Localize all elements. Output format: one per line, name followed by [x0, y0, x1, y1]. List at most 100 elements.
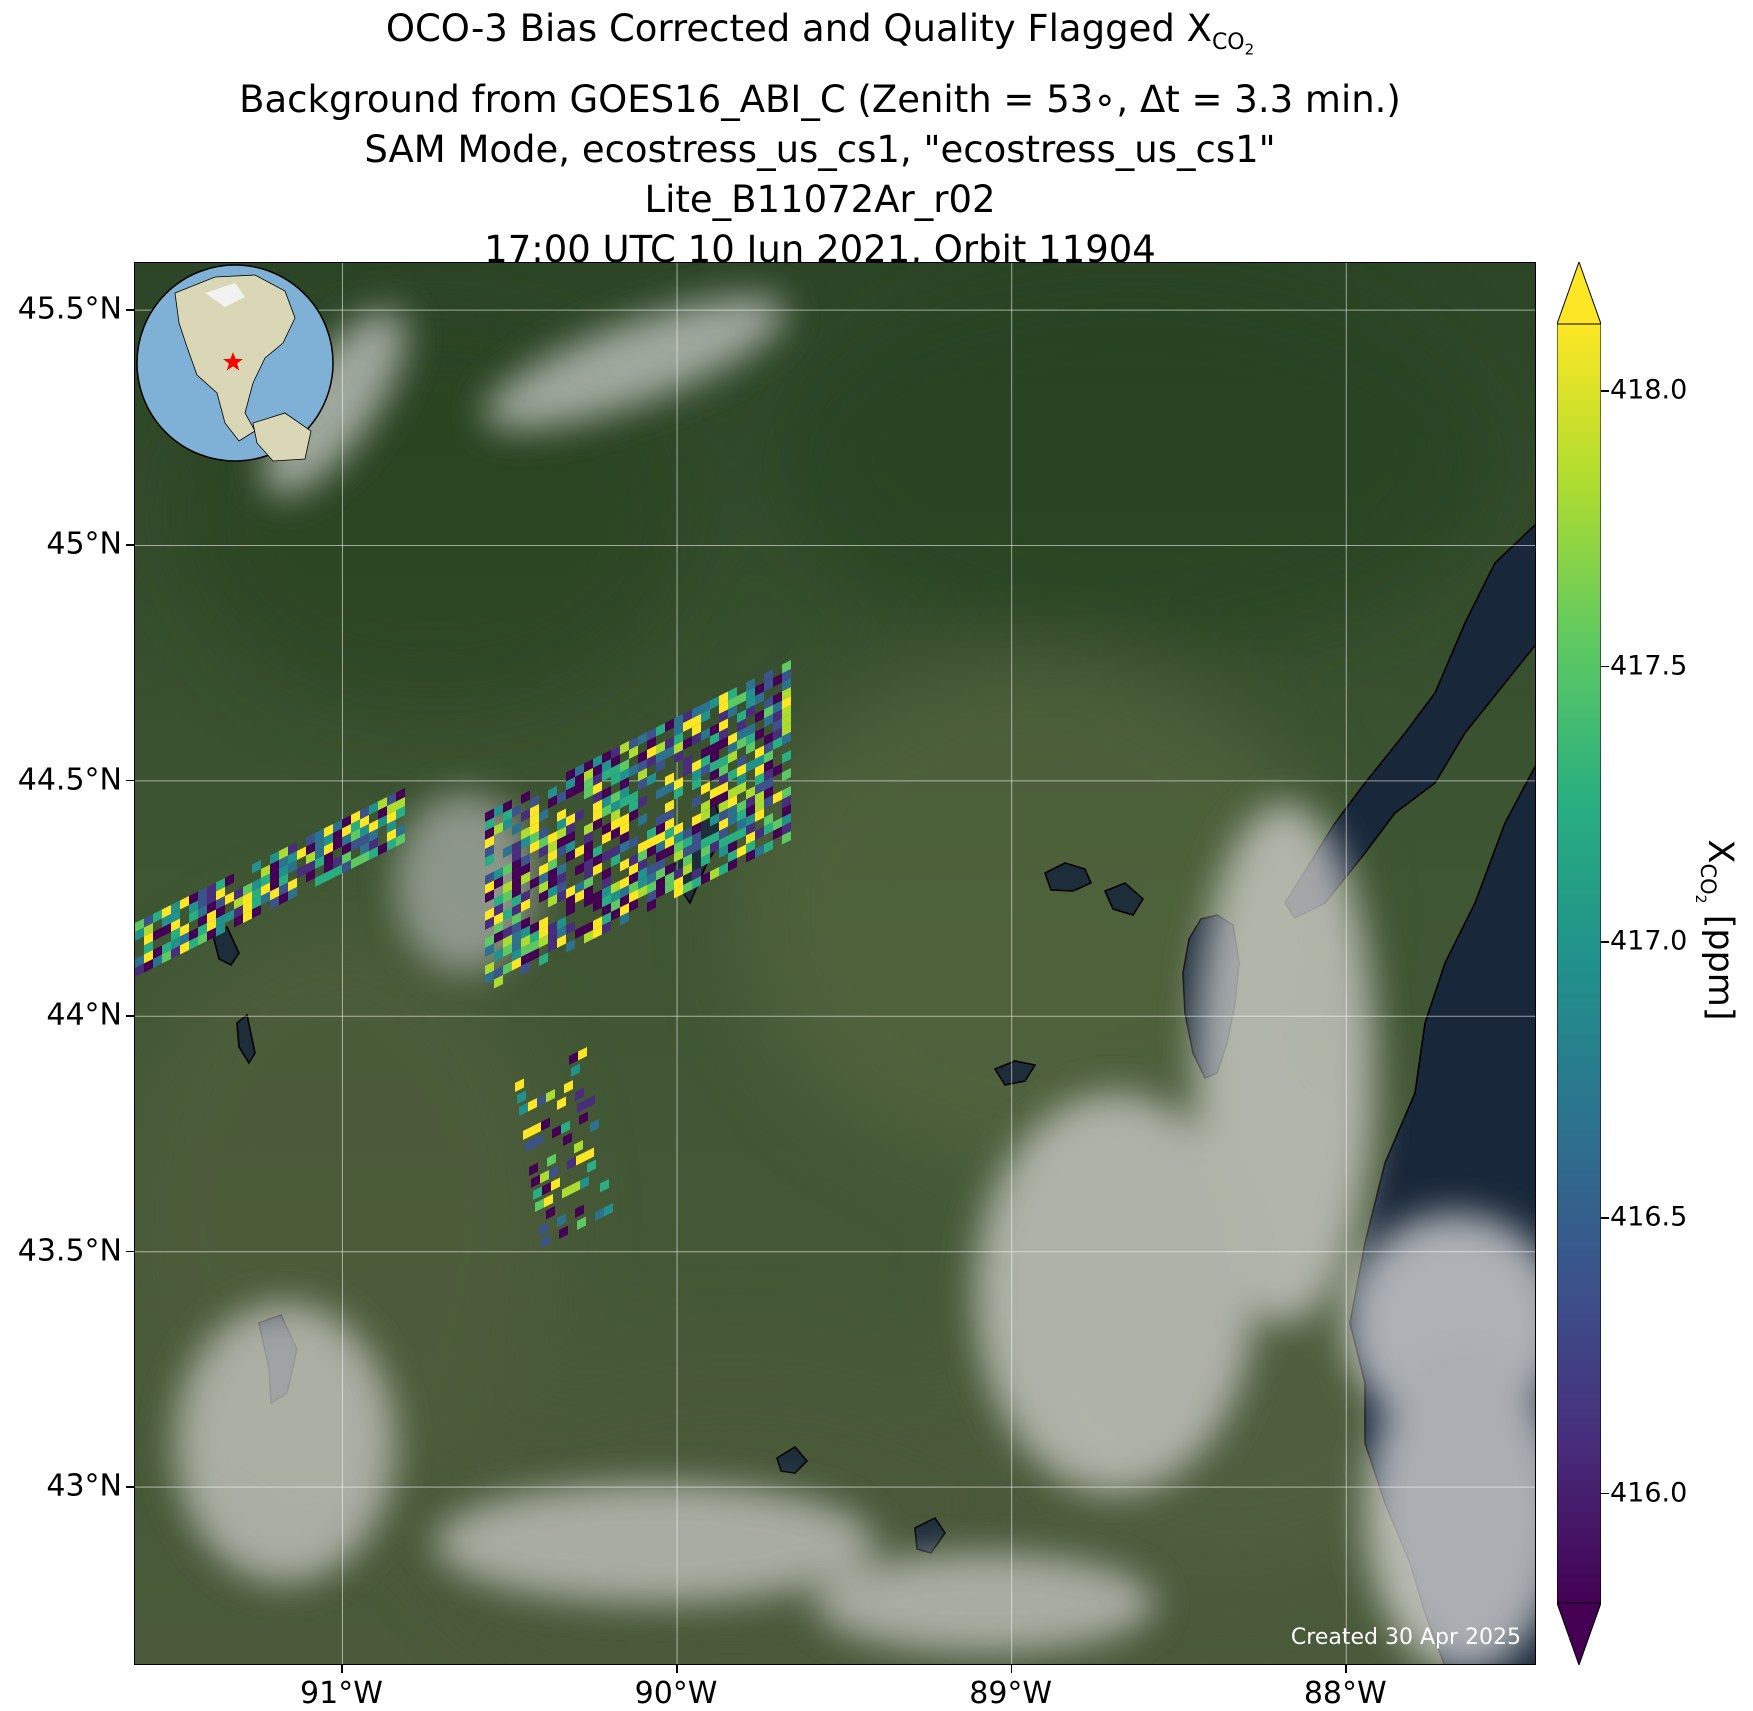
sounding-pixel	[252, 860, 261, 874]
sounding-pixel	[665, 718, 674, 732]
sounding-pixel	[692, 840, 701, 854]
globe-south-america	[252, 412, 312, 462]
sounding-pixel	[692, 777, 701, 791]
sounding-pixel	[692, 876, 701, 890]
lon-tick-label: 88°W	[1303, 1676, 1387, 1711]
sounding-pixel	[494, 804, 503, 818]
sounding-pixel	[737, 826, 746, 840]
sounding-pixel	[562, 1185, 571, 1199]
sounding-pixel	[764, 822, 773, 836]
sounding-pixel	[557, 844, 566, 858]
sounding-pixel	[595, 1207, 604, 1221]
sounding-pixel	[539, 844, 548, 858]
sounding-pixel	[737, 736, 746, 750]
sounding-pixel	[755, 727, 764, 741]
sounding-pixel	[602, 921, 611, 935]
sounding-pixel	[485, 889, 494, 903]
sounding-pixel	[521, 898, 530, 912]
sounding-pixel	[279, 891, 288, 905]
sounding-pixel	[485, 853, 494, 867]
sounding-pixel	[604, 1203, 613, 1217]
sounding-pixel	[575, 862, 584, 876]
sounding-pixel	[342, 860, 351, 874]
sounding-pixel	[737, 781, 746, 795]
sounding-pixel	[521, 835, 530, 849]
sounding-pixel	[593, 925, 602, 939]
sounding-pixel	[216, 923, 225, 937]
sounding-pixel	[180, 896, 189, 910]
sounding-pixel	[575, 889, 584, 903]
sounding-pixel	[533, 1186, 542, 1200]
sounding-pixel	[611, 853, 620, 867]
lat-tick-label: 45.5°N	[17, 291, 122, 327]
sounding-pixel	[534, 1134, 543, 1148]
sounding-pixel	[575, 1204, 584, 1218]
sounding-pixel	[665, 880, 674, 894]
sounding-pixel	[577, 1216, 586, 1230]
sounding-pixel	[611, 826, 620, 840]
sounding-pixel	[576, 1152, 585, 1166]
sounding-pixel	[638, 795, 647, 809]
sounding-pixel	[225, 909, 234, 923]
sounding-pixel	[579, 1111, 588, 1125]
lat-tick-label: 43°N	[46, 1468, 122, 1504]
sounding-pixel	[521, 871, 530, 885]
sounding-pixel	[737, 691, 746, 705]
sounding-pixel	[764, 795, 773, 809]
sounding-pixel	[153, 927, 162, 941]
sounding-pixel	[530, 948, 539, 962]
sounding-pixel	[728, 813, 737, 827]
sounding-pixel	[551, 1177, 560, 1191]
colorbar-gradient	[1557, 323, 1601, 1604]
colorbar-tick-label: 416.0	[1610, 1477, 1688, 1509]
sounding-pixel	[602, 831, 611, 845]
sounding-pixel	[620, 840, 629, 854]
sounding-pixel	[674, 750, 683, 764]
sounding-pixel	[574, 1140, 583, 1154]
sounding-pixel	[521, 790, 530, 804]
sounding-pixel	[728, 768, 737, 782]
sounding-pixel	[396, 833, 405, 847]
sounding-pixel	[517, 1090, 526, 1104]
lat-tick-label: 45°N	[46, 526, 122, 562]
sounding-pixel	[559, 1225, 568, 1239]
sounding-pixel	[611, 772, 620, 786]
map-panel[interactable]: Created 30 Apr 2025	[134, 262, 1536, 1665]
sounding-pixel	[315, 873, 324, 887]
sounding-pixel	[586, 1095, 595, 1109]
sounding-pixel	[540, 1170, 549, 1184]
lon-tick	[676, 1665, 678, 1673]
colorbar-tick	[1601, 1217, 1609, 1219]
sounding-pixel	[674, 849, 683, 863]
sounding-pixel	[600, 1179, 609, 1193]
sounding-pixel	[764, 714, 773, 728]
lon-tick-label: 90°W	[634, 1676, 718, 1711]
lake-koshkonong-b	[914, 1516, 946, 1554]
sounding-pixel	[569, 1051, 578, 1065]
title-line-4: Lite_B11072Ar_r02	[644, 177, 996, 221]
lake-butte-des-morts	[1103, 882, 1145, 916]
sounding-pixel	[629, 835, 638, 849]
sounding-pixel	[547, 1153, 556, 1167]
sounding-pixel	[647, 898, 656, 912]
sounding-pixel	[755, 691, 764, 705]
chart-title: OCO-3 Bias Corrected and Quality Flagged…	[120, 4, 1520, 275]
sounding-pixel	[590, 1119, 599, 1133]
sounding-pixel	[629, 745, 638, 759]
sounding-pixel	[701, 871, 710, 885]
sounding-pixel	[494, 822, 503, 836]
sounding-pixel	[620, 795, 629, 809]
sounding-pixel	[503, 862, 512, 876]
sounding-pixel	[552, 1125, 561, 1139]
sounding-pixel	[531, 1174, 540, 1188]
sounding-pixel	[544, 1194, 553, 1208]
sounding-pixel	[135, 927, 144, 941]
sounding-pixel	[288, 887, 297, 901]
sounding-pixel	[683, 862, 692, 876]
sounding-pixel	[719, 736, 728, 750]
sounding-pixel	[593, 817, 602, 831]
colorbar-tick-label: 416.5	[1610, 1201, 1688, 1233]
sounding-pixel	[566, 939, 575, 953]
sounding-pixel	[683, 718, 692, 732]
sounding-pixel	[525, 1138, 534, 1152]
